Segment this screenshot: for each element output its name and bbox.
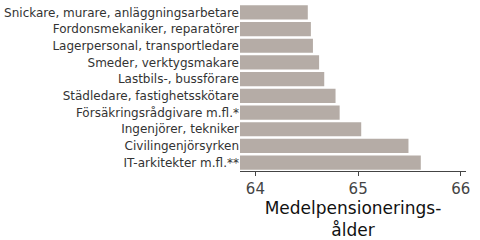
svg-text:Städledare, fastighetsskötare: Städledare, fastighetsskötare	[63, 89, 239, 103]
svg-text:Ingenjörer, tekniker: Ingenjörer, tekniker	[121, 122, 239, 136]
svg-text:Fordonsmekaniker, reparatörer: Fordonsmekaniker, reparatörer	[53, 22, 239, 36]
svg-text:Medelpensionerings-ålder: Medelpensionerings-ålder	[265, 198, 442, 240]
svg-text:IT-arkitekter m.fl.**: IT-arkitekter m.fl.**	[124, 156, 239, 170]
svg-text:64: 64	[246, 180, 265, 198]
svg-text:Lastbils-, bussförare: Lastbils-, bussförare	[118, 72, 239, 86]
svg-text:Lagerpersonal, transportledare: Lagerpersonal, transportledare	[52, 39, 239, 53]
svg-text:Snickare, murare, anläggningsa: Snickare, murare, anläggningsarbetare	[4, 6, 239, 20]
svg-text:Civilingenjörsyrken: Civilingenjörsyrken	[125, 139, 239, 153]
svg-text:Försäkringsrådgivare m.fl.*: Försäkringsrådgivare m.fl.*	[76, 106, 239, 120]
svg-text:66: 66	[451, 180, 470, 198]
svg-text:65: 65	[349, 180, 368, 198]
svg-text:Smeder, verktygsmakare: Smeder, verktygsmakare	[88, 56, 239, 70]
